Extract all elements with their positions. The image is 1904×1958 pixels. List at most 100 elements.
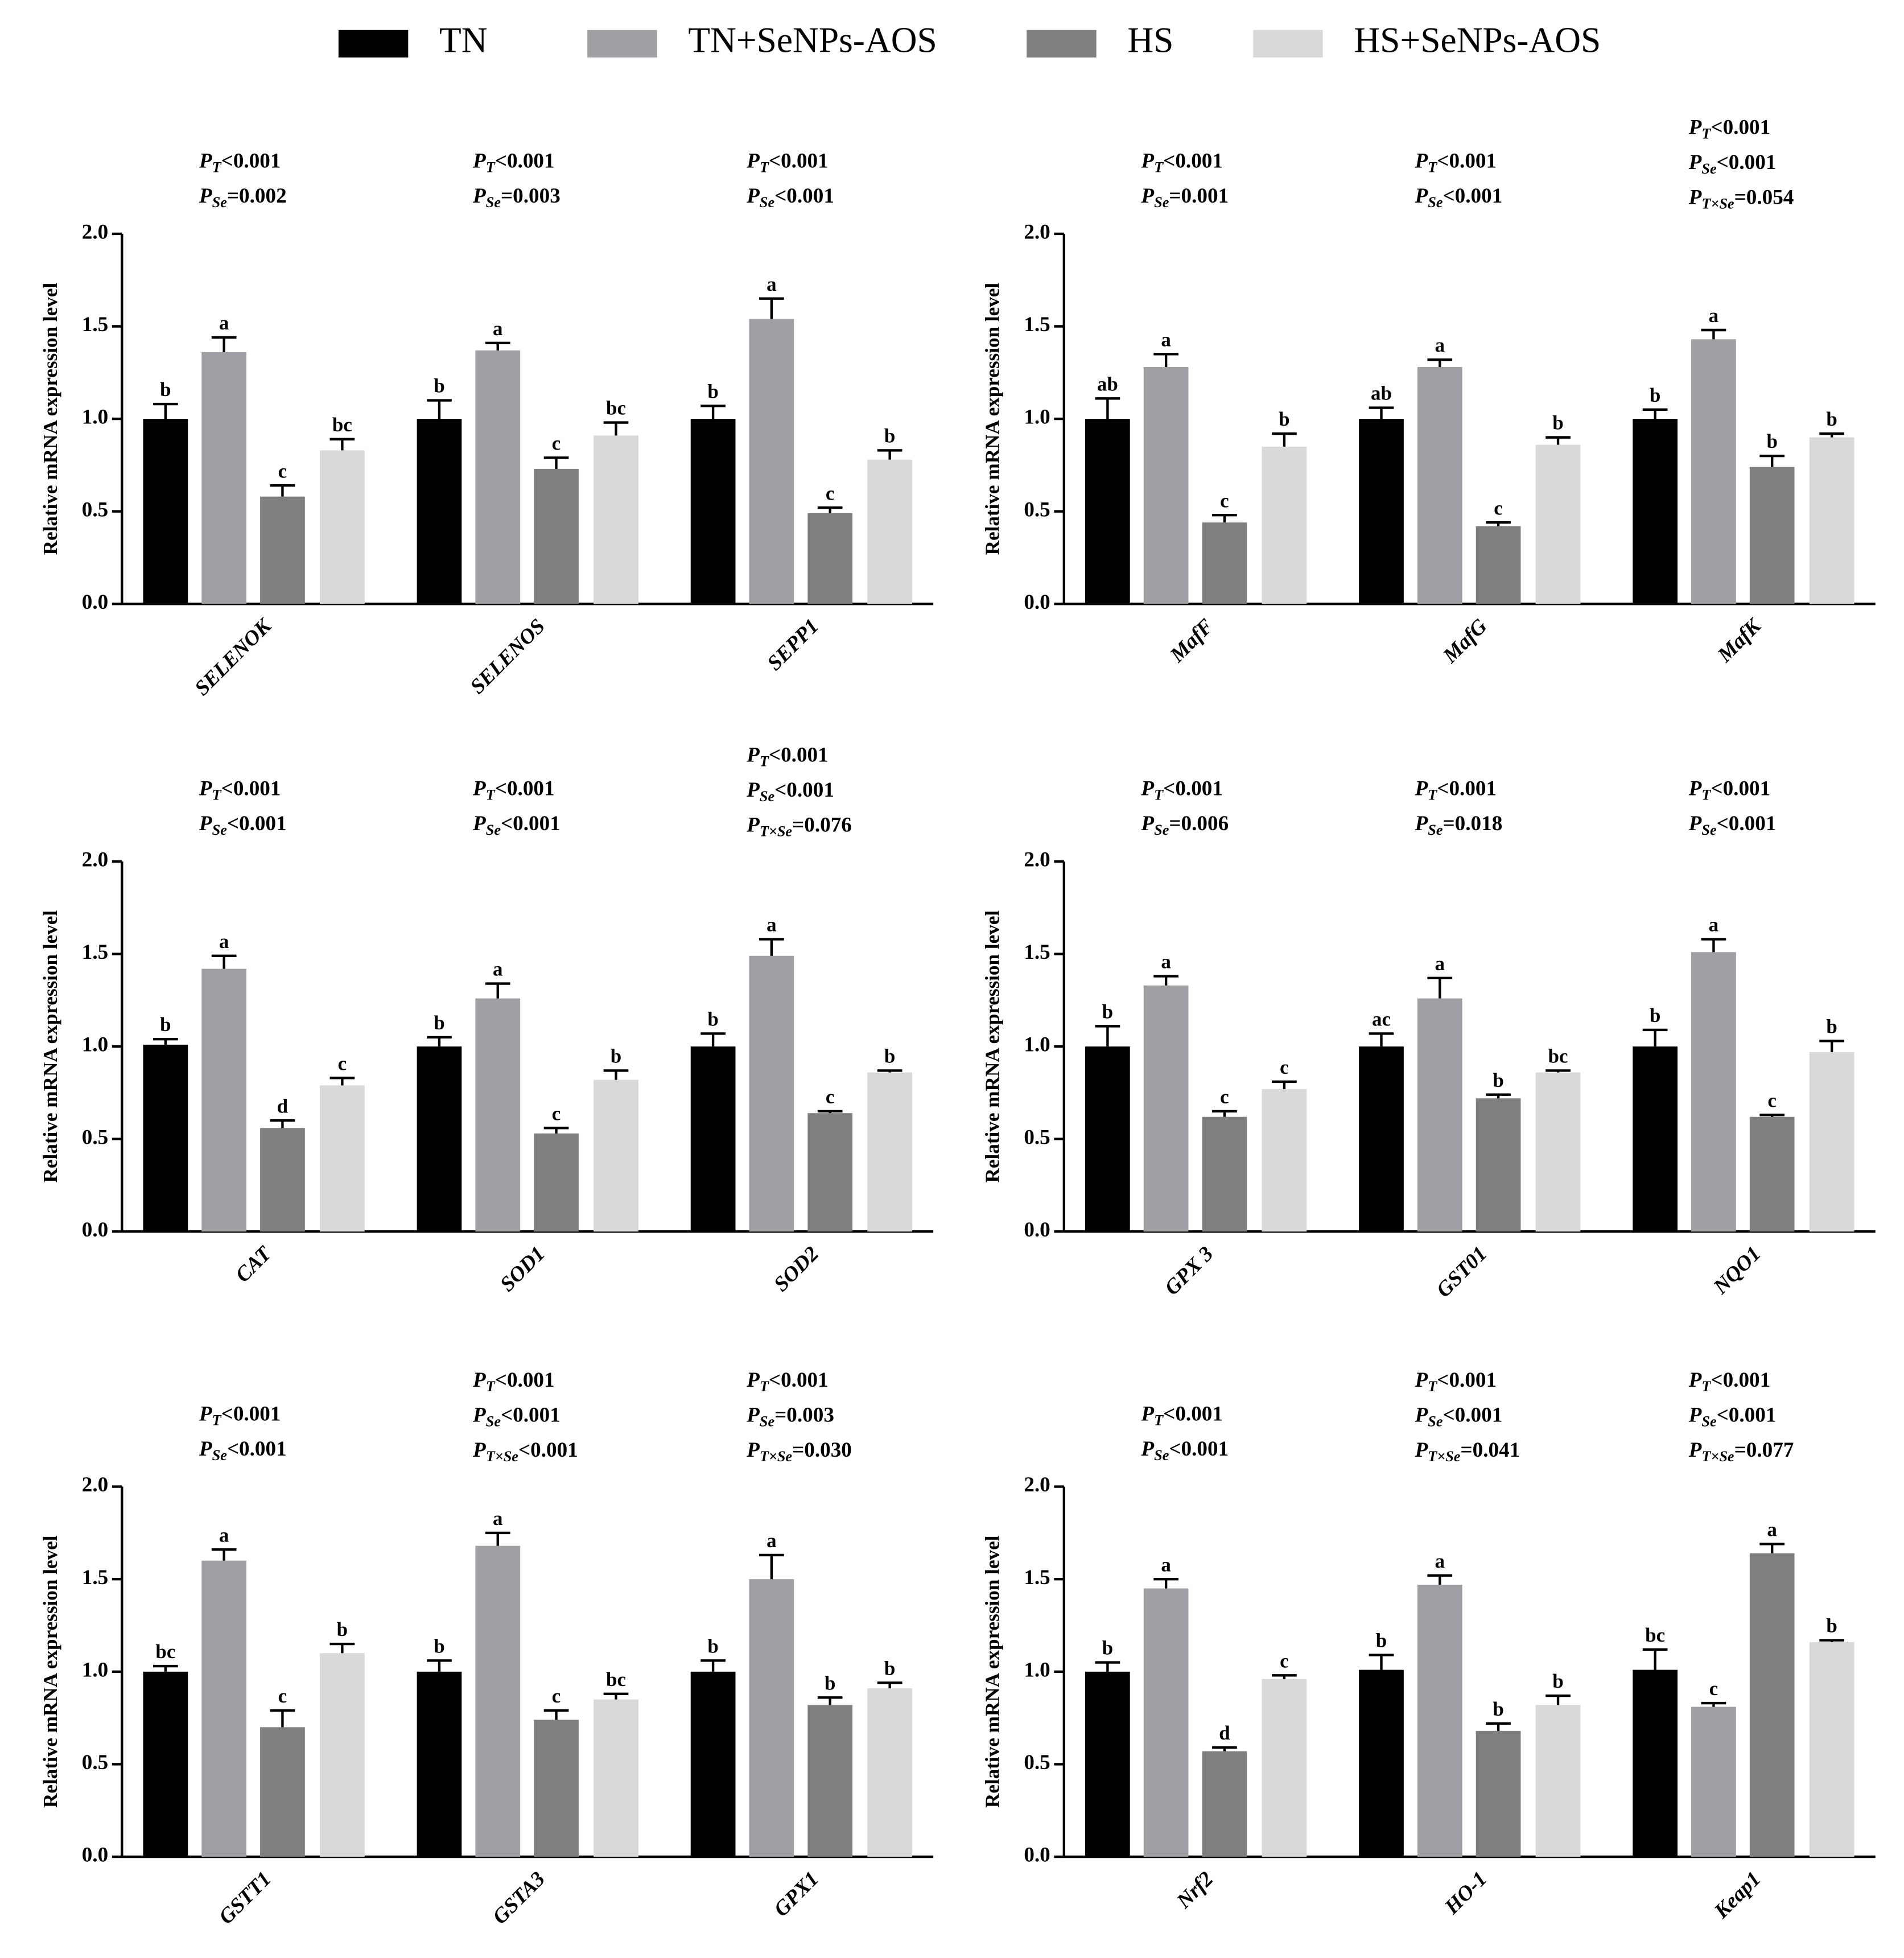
significance-letter: b [1552, 412, 1563, 434]
bar [1633, 1670, 1678, 1857]
bar [1535, 444, 1581, 604]
p-value: PSe<0.001 [472, 812, 561, 839]
bar [143, 1044, 188, 1232]
bar [1691, 1706, 1736, 1857]
x-tick-label: SOD1 [496, 1242, 550, 1296]
p-subscript: T×Se [486, 1448, 519, 1465]
p-subscript: T [1154, 787, 1164, 803]
bar [1143, 985, 1189, 1232]
p-subscript: T [1428, 159, 1437, 176]
significance-letter: c [826, 1086, 835, 1108]
bar [1809, 1642, 1854, 1857]
significance-letter: c [278, 1685, 287, 1707]
p-value-text: <0.001 [1443, 184, 1502, 208]
p-symbol: P [472, 777, 486, 800]
y-tick-label: 0.0 [1024, 591, 1050, 614]
p-value: PSe<0.001 [199, 1437, 287, 1464]
significance-letter: c [552, 1102, 561, 1124]
bar [1691, 339, 1736, 604]
p-value-text: =0.018 [1443, 812, 1502, 835]
significance-letter: bc [606, 1668, 626, 1691]
bar [201, 352, 247, 604]
p-symbol: P [746, 1438, 760, 1462]
significance-letter: b [1650, 1004, 1660, 1027]
x-tick-label: Nrf2 [1172, 1868, 1218, 1914]
p-value-text: <0.001 [1711, 1368, 1770, 1392]
significance-letter: c [552, 1685, 561, 1707]
significance-letter: c [338, 1052, 347, 1074]
x-tick-label: GSTA3 [488, 1868, 550, 1929]
bar [749, 1579, 794, 1857]
significance-letter: c [278, 460, 287, 482]
significance-letter: b [1552, 1670, 1563, 1692]
p-value-text: =0.002 [227, 184, 287, 208]
p-value: PT<0.001 [746, 149, 829, 176]
p-subscript: T [760, 753, 769, 769]
bar [260, 1727, 305, 1857]
significance-letter: b [1826, 1615, 1837, 1637]
p-symbol: P [472, 149, 486, 172]
p-value: PT<0.001 [472, 1368, 555, 1395]
bar [1809, 437, 1854, 604]
bar [1535, 1072, 1581, 1232]
p-subscript: Se [212, 1447, 228, 1464]
significance-letter: bc [332, 414, 352, 436]
p-symbol: P [1688, 150, 1702, 174]
significance-letter: bc [155, 1640, 175, 1663]
p-value-text: <0.001 [495, 149, 555, 172]
significance-letter: b [884, 1045, 895, 1067]
significance-letter: a [766, 1530, 776, 1552]
p-value-text: <0.001 [1169, 1437, 1229, 1460]
p-symbol: P [1415, 777, 1428, 800]
p-subscript: T [1154, 1412, 1164, 1428]
p-subscript: Se [212, 194, 228, 211]
significance-letter: a [1161, 951, 1171, 973]
p-value-text: <0.001 [1443, 1403, 1502, 1427]
p-value: PT<0.001 [1140, 1402, 1223, 1429]
x-tick-label: SELENOS [466, 615, 550, 699]
p-value: PSe=0.003 [472, 184, 561, 211]
significance-letter: c [1280, 1056, 1289, 1078]
x-tick-label: SELENOK [191, 613, 277, 700]
p-value-text: <0.001 [769, 743, 829, 766]
y-tick-label: 1.5 [82, 313, 108, 336]
bar [1691, 952, 1736, 1232]
p-value-text: =0.054 [1734, 186, 1794, 209]
significance-letter: c [826, 482, 835, 504]
p-value: PT<0.001 [472, 149, 555, 176]
significance-letter: c [1709, 1677, 1718, 1700]
p-value: PT<0.001 [746, 1368, 829, 1395]
significance-letter: c [552, 432, 561, 454]
bar [807, 1705, 853, 1857]
p-value-text: <0.001 [1437, 149, 1497, 172]
bar [1749, 467, 1795, 604]
p-subscript: Se [486, 1413, 501, 1430]
y-tick-label: 1.5 [82, 1566, 108, 1589]
bar [1417, 367, 1462, 604]
p-value-text: <0.001 [221, 777, 281, 800]
bar [1202, 522, 1247, 604]
significance-letter: b [1102, 1000, 1113, 1023]
p-value-text: <0.001 [495, 777, 555, 800]
y-tick-label: 1.0 [82, 406, 108, 429]
y-tick-label: 1.0 [1024, 1033, 1050, 1057]
bar [867, 459, 913, 604]
x-tick-label: MafG [1439, 615, 1492, 668]
significance-letter: b [707, 380, 718, 402]
p-symbol: P [1688, 116, 1702, 139]
significance-letter: b [434, 1012, 444, 1034]
p-symbol: P [1140, 777, 1154, 800]
significance-letter: b [337, 1618, 348, 1640]
p-value-text: <0.001 [1163, 149, 1223, 172]
p-symbol: P [746, 813, 760, 836]
y-tick-label: 1.0 [82, 1033, 108, 1057]
bar [1262, 446, 1307, 604]
significance-letter: b [884, 424, 895, 447]
significance-letter: b [707, 1635, 718, 1657]
significance-letter: bc [1645, 1624, 1665, 1646]
p-value: PSe=0.002 [199, 184, 287, 211]
significance-letter: b [611, 1045, 621, 1067]
significance-letter: c [1280, 1650, 1289, 1672]
p-symbol: P [472, 1438, 486, 1462]
p-symbol: P [472, 184, 486, 208]
